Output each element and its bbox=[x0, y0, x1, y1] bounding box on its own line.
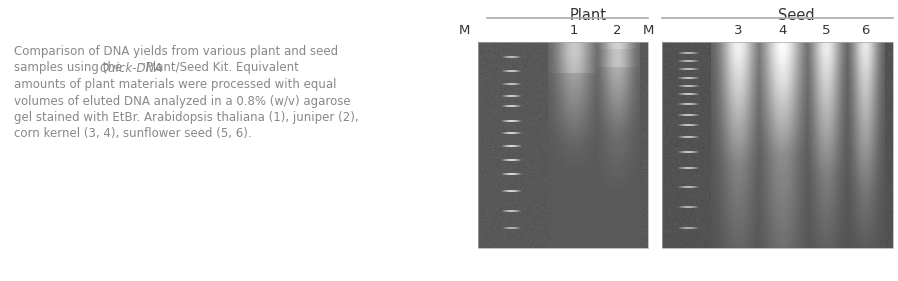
Text: 3: 3 bbox=[734, 24, 743, 37]
Text: amounts of plant materials were processed with equal: amounts of plant materials were processe… bbox=[14, 78, 337, 91]
Text: Seed: Seed bbox=[778, 8, 814, 23]
Text: M: M bbox=[458, 24, 470, 37]
Text: Comparison of DNA yields from various plant and seed: Comparison of DNA yields from various pl… bbox=[14, 45, 339, 58]
Text: 2: 2 bbox=[613, 24, 621, 37]
Text: 5: 5 bbox=[822, 24, 831, 37]
Text: 4: 4 bbox=[778, 24, 787, 37]
Text: gel stained with EtBr. Arabidopsis thaliana (1), juniper (2),: gel stained with EtBr. Arabidopsis thali… bbox=[14, 111, 358, 124]
Text: 1: 1 bbox=[570, 24, 578, 37]
Text: volumes of eluted DNA analyzed in a 0.8% (w/v) agarose: volumes of eluted DNA analyzed in a 0.8%… bbox=[14, 94, 350, 108]
Text: Plant/Seed Kit. Equivalent: Plant/Seed Kit. Equivalent bbox=[142, 62, 299, 74]
Text: ™: ™ bbox=[139, 62, 146, 71]
Text: M: M bbox=[642, 24, 654, 37]
Bar bbox=[478, 42, 648, 248]
Text: corn kernel (3, 4), sunflower seed (5, 6).: corn kernel (3, 4), sunflower seed (5, 6… bbox=[14, 128, 251, 140]
Text: samples using the: samples using the bbox=[14, 62, 126, 74]
Text: 6: 6 bbox=[861, 24, 869, 37]
Text: Plant: Plant bbox=[570, 8, 607, 23]
Text: Quick-DNA: Quick-DNA bbox=[100, 62, 163, 74]
Bar bbox=[662, 42, 893, 248]
